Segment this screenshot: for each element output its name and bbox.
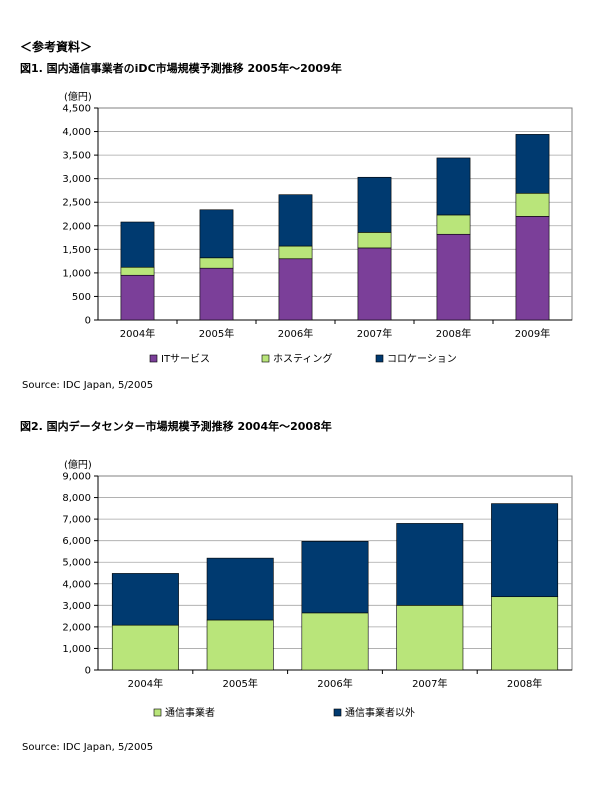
legend-swatch [261,354,270,363]
bar-segment [396,523,464,606]
bar-segment [199,209,234,259]
y-tick-label: 7,000 [62,515,91,526]
y-tick-label: 3,000 [62,601,91,612]
bar-segment [491,596,559,671]
y-tick-label: 2,000 [62,622,91,633]
y-tick-label: 3,500 [62,151,91,162]
bar-segment [515,192,550,217]
x-tick-label: 2004年 [120,327,155,340]
bar-segment [357,232,392,249]
y-tick-label: 0 [85,666,91,677]
bar-segment [436,233,471,321]
y-tick-label: 1,000 [62,644,91,655]
x-tick-label: 2005年 [199,327,234,340]
bar-segment [111,573,179,626]
y-tick-label: 4,000 [62,127,91,138]
legend-swatch [333,708,342,717]
x-tick-label: 2006年 [317,677,352,690]
bar-segment [515,216,550,321]
plot-area [97,107,573,321]
y-tick-label: 4,000 [62,579,91,590]
bar-segment [301,612,369,671]
x-tick-label: 2006年 [278,327,313,340]
y-unit-label: (億円) [64,458,92,471]
bar-segment [491,503,559,598]
bar-segment [199,257,234,269]
bar-segment [436,157,471,216]
bar-segment [120,221,155,268]
y-tick-label: 6,000 [62,536,91,547]
y-tick-label: 8,000 [62,493,91,504]
figure1-chart: (億円) 0 500 1,000 1,500 2,000 2,500 3,000 3,500 4,… [62,90,573,365]
x-tick-label: 2008年 [436,327,471,340]
legend-label: ITサービス [161,353,210,365]
y-tick-label: 9,000 [62,472,91,483]
y-unit-label: (億円) [64,90,92,103]
legend-swatch [153,708,162,717]
bar-segment [357,176,392,233]
x-tick-label: 2009年 [515,327,550,340]
legend-swatch [149,354,158,363]
y-tick-label: 5,000 [62,558,91,569]
y-tick-label: 1,500 [62,245,91,256]
x-tick-label: 2007年 [357,327,392,340]
y-tick-label: 0 [85,316,91,327]
bar-segment [206,557,274,621]
x-tick-label: 2007年 [412,677,447,690]
figure2-title: 図2. 国内データセンター市場規模予測推移 2004年～2008年 [20,420,332,433]
bar-segment [111,624,179,671]
bar-segment [199,267,234,321]
y-tick-label: 500 [72,292,91,303]
legend-label: 通信事業者以外 [345,706,415,719]
y-tick-label: 2,500 [62,198,91,209]
bar-segment [357,247,392,321]
bar-segment [206,619,274,671]
reference-header: ＜参考資料＞ [20,40,93,54]
bar-segment [301,541,369,614]
y-tick-label: 4,500 [62,104,91,115]
bar-segment [278,245,313,260]
figure2-chart: (億円) 0 1,000 2,000 3,000 4,000 5,000 6,000 7,000… [62,458,573,719]
bar-segment [436,214,471,235]
y-tick-label: 1,000 [62,268,91,279]
y-tick-label: 2,000 [62,221,91,232]
bar-segment [396,605,464,671]
legend-swatch [375,354,384,363]
x-tick-label: 2008年 [507,677,542,690]
figure1-title: 図1. 国内通信事業者のiDC市場規模予測推移 2005年～2009年 [20,62,342,75]
y-tick-label: 3,000 [62,174,91,185]
bar-segment [120,274,155,321]
legend-label: コロケーション [387,353,457,365]
bar-segment [120,266,155,276]
bar-segment [278,258,313,321]
legend-label: 通信事業者 [165,706,215,719]
bar-segment [515,134,550,194]
figure2-source: Source: IDC Japan, 5/2005 [22,742,154,753]
bar-segment [278,194,313,247]
x-tick-label: 2004年 [128,677,163,690]
x-tick-label: 2005年 [222,677,257,690]
figure1-source: Source: IDC Japan, 5/2005 [22,380,154,391]
legend-label: ホスティング [273,352,332,365]
